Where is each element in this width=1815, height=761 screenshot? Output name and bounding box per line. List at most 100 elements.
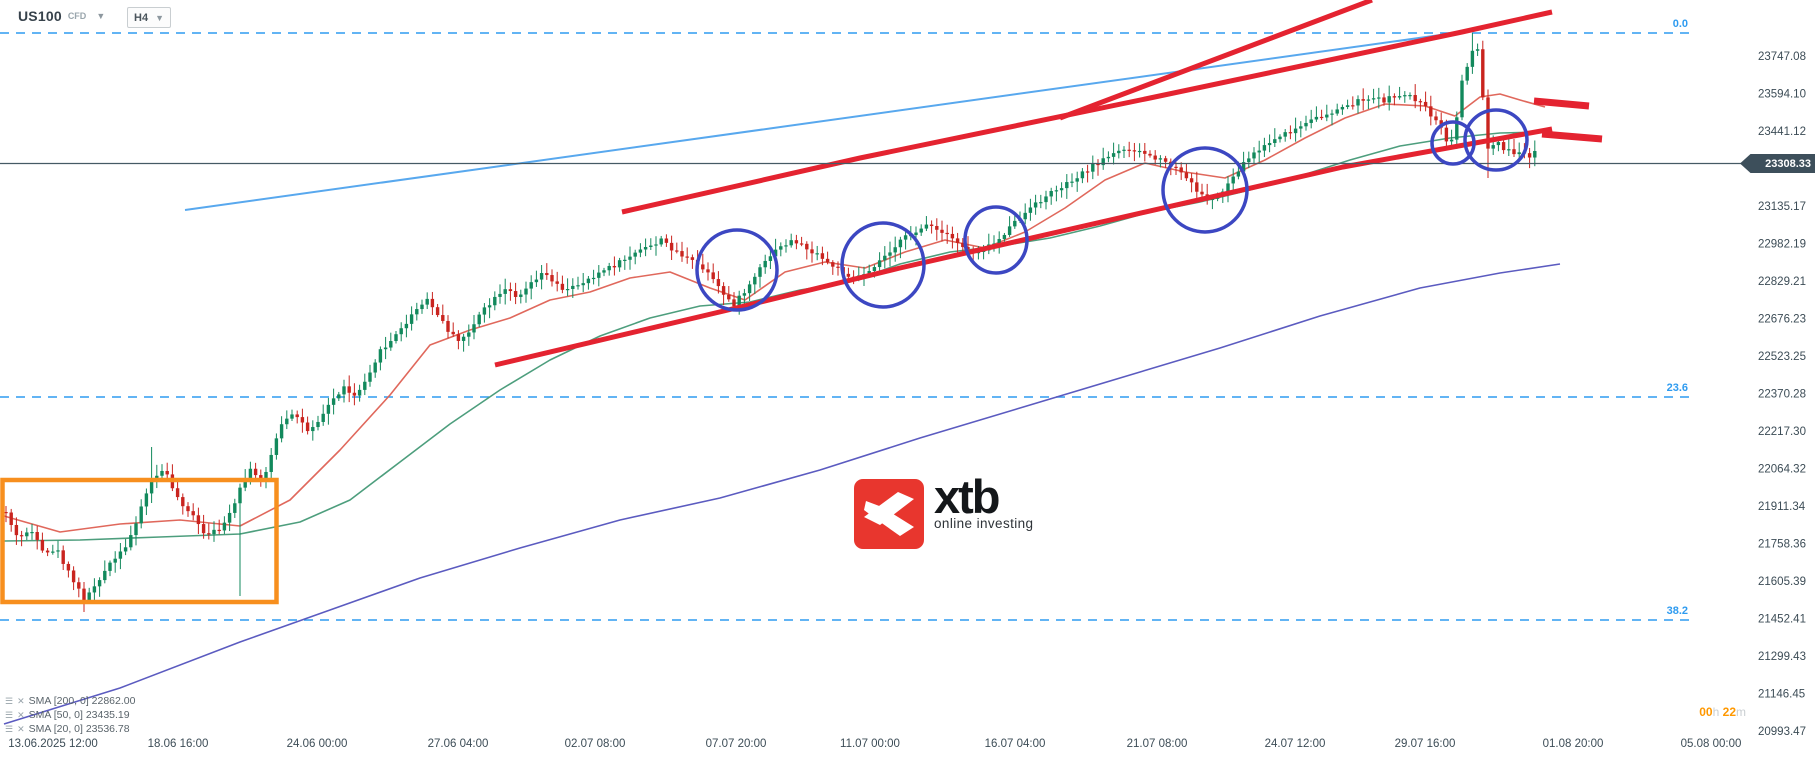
candle-body	[706, 269, 710, 273]
candle-body	[1481, 49, 1485, 98]
candle-body	[1356, 99, 1360, 106]
highlight-circle-3[interactable]	[963, 205, 1029, 275]
indicator-settings-icon[interactable]: ☰	[5, 723, 14, 734]
candle-body	[690, 257, 695, 260]
candle-body	[493, 296, 497, 306]
candle-body	[498, 293, 502, 297]
countdown-hours: 00	[1699, 705, 1713, 719]
candle-body	[1262, 145, 1267, 151]
xtb-logo-icon	[854, 479, 924, 549]
fibonacci-retracement-lines[interactable]: 0.0 23.6 38.2	[0, 18, 1692, 621]
indicator-remove-icon[interactable]: ✕	[17, 709, 25, 720]
candle-body	[4, 512, 8, 514]
candle-body	[300, 417, 305, 423]
candle-body	[820, 253, 825, 259]
candle-countdown-timer: 00h 22m	[1662, 705, 1746, 719]
candle-body	[467, 332, 471, 337]
candle-body	[129, 535, 133, 548]
candle-body	[550, 275, 554, 282]
candle-body	[217, 529, 221, 532]
candle-body	[269, 454, 273, 472]
candle-body	[1101, 158, 1105, 166]
timeframe-selector[interactable]: H4 ▼	[127, 7, 171, 28]
candle-body	[243, 479, 247, 488]
candle-body	[576, 285, 580, 287]
candle-body	[1475, 49, 1480, 51]
fib-level-label: 38.2	[1667, 605, 1688, 617]
time-axis-label: 24.07 12:00	[1265, 738, 1326, 750]
highlight-circle-4[interactable]	[1161, 146, 1249, 234]
highlight-circle-5[interactable]	[1430, 120, 1476, 166]
channel-lower-line[interactable]	[494, 126, 1553, 368]
candle-body	[394, 334, 398, 342]
indicator-remove-icon[interactable]: ✕	[17, 695, 25, 706]
highlight-circle-1[interactable]	[695, 228, 779, 312]
candle-body	[1023, 212, 1027, 220]
indicator-settings-icon[interactable]: ☰	[5, 709, 14, 720]
candle-body	[1028, 207, 1033, 213]
candle-body	[446, 320, 450, 332]
candle-body	[92, 586, 97, 593]
candle-body	[35, 532, 39, 540]
candle-body	[487, 305, 492, 308]
candle-body	[768, 256, 773, 261]
indicator-remove-icon[interactable]: ✕	[17, 723, 25, 734]
candle-body	[779, 246, 783, 250]
rectangle-annotation[interactable]	[0, 477, 279, 605]
candle-body	[66, 563, 71, 571]
time-axis-label: 01.08 20:00	[1543, 738, 1604, 750]
time-axis-label: 11.07 00:00	[840, 738, 900, 750]
price-axis-label: 22982.19	[1758, 239, 1806, 251]
candle-body	[186, 506, 190, 512]
candle-body	[1371, 98, 1376, 100]
candle-body	[1210, 198, 1215, 201]
candle-body	[1137, 150, 1142, 153]
candle-body	[1351, 105, 1355, 107]
candle-body	[404, 323, 409, 329]
candle-body	[1517, 152, 1521, 155]
candle-body	[321, 413, 325, 422]
candle-body	[311, 427, 315, 432]
candle-body	[1314, 116, 1319, 120]
candle-body	[742, 293, 747, 296]
candle-body	[789, 240, 793, 246]
candle-body	[602, 270, 606, 273]
candle-body	[420, 304, 424, 310]
candle-body	[784, 245, 788, 247]
resistance-dash-2[interactable]	[1541, 130, 1603, 143]
candle-body	[872, 267, 877, 271]
candle-body	[1257, 150, 1261, 153]
circle-annotations[interactable]	[695, 108, 1529, 312]
highlight-circle-6[interactable]	[1463, 108, 1529, 172]
channel-upper-line-2[interactable]	[1059, 0, 1373, 121]
candle-body	[227, 512, 232, 523]
candle-body	[867, 270, 871, 275]
price-axis-labels: 23747.08 23594.10 23441.12 23135.17 22982.19…	[1758, 51, 1806, 738]
candle-body	[373, 362, 377, 373]
channel-upper-line[interactable]	[621, 9, 1553, 215]
candle-body	[529, 282, 533, 289]
highlight-circle-2[interactable]	[840, 221, 926, 309]
candle-body	[555, 281, 559, 284]
consolidation-rectangle[interactable]	[0, 477, 279, 605]
candle-body	[1377, 97, 1381, 99]
trendline-lightblue[interactable]	[184, 31, 1463, 211]
candle-body	[1252, 152, 1256, 159]
candle-body	[617, 260, 622, 268]
candle-body	[477, 314, 481, 325]
candle-body	[45, 550, 50, 553]
candlesticks	[4, 33, 1537, 612]
price-axis-label: 21911.34	[1758, 501, 1806, 513]
candle-body	[1247, 158, 1251, 163]
candle-body	[430, 298, 435, 308]
candle-body	[238, 487, 242, 504]
resistance-dash-1[interactable]	[1533, 97, 1590, 110]
trendline-annotations[interactable]	[184, 0, 1603, 368]
candle-body	[1049, 191, 1053, 197]
symbol-selector[interactable]: US100 CFD ▼	[18, 8, 105, 24]
candle-body	[149, 478, 154, 494]
candle-body	[1283, 132, 1287, 137]
indicator-settings-icon[interactable]: ☰	[5, 695, 14, 706]
indicator-label: SMA [20, 0] 23536.78	[28, 723, 130, 735]
